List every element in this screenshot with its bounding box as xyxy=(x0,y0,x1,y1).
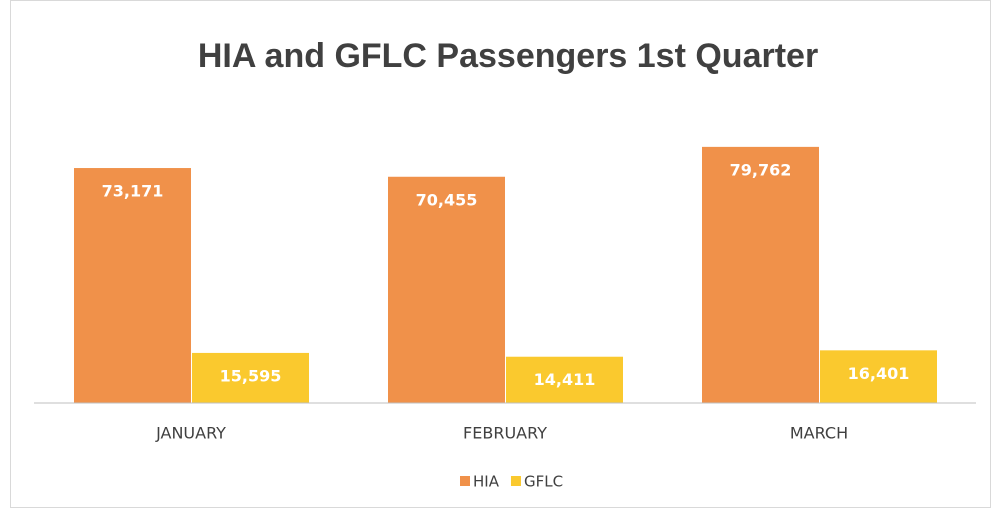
data-label: 79,762 xyxy=(730,160,792,179)
legend-label: HIA xyxy=(473,473,500,491)
data-label: 70,455 xyxy=(416,190,478,209)
legend-label: GFLC xyxy=(524,473,563,491)
data-label: 73,171 xyxy=(102,182,164,201)
bar xyxy=(820,350,937,403)
chart-title: HIA and GFLC Passengers 1st Quarter xyxy=(198,37,818,75)
bar xyxy=(74,168,191,403)
data-label: 16,401 xyxy=(848,364,910,383)
x-tick-label: FEBRUARY xyxy=(463,424,547,443)
data-label: 14,411 xyxy=(534,370,596,389)
bar xyxy=(506,356,623,403)
bar xyxy=(702,146,819,403)
bar xyxy=(192,352,309,403)
data-label: 15,595 xyxy=(220,366,282,385)
legend-swatch xyxy=(510,476,521,486)
x-tick-label: MARCH xyxy=(790,424,848,443)
bar xyxy=(388,176,505,403)
x-tick-label: JANUARY xyxy=(155,424,226,443)
legend-swatch xyxy=(460,476,470,486)
